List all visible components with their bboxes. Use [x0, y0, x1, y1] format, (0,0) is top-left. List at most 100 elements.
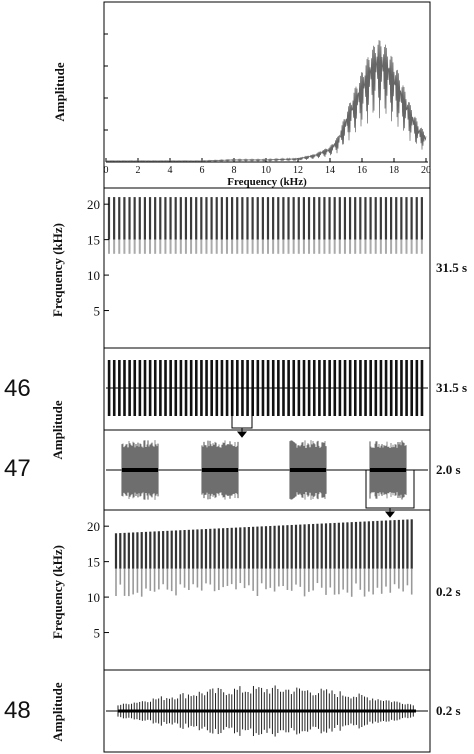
oscillogram-1-pulse	[405, 360, 408, 416]
oscillogram-1-pulse	[364, 360, 367, 416]
spectrogram-1-plot	[107, 197, 423, 254]
oscillogram-1-pulse	[328, 360, 331, 416]
oscillogram-1-pulse	[194, 360, 198, 416]
oscillogram-1-pulse	[287, 360, 290, 416]
spectrogram-1-yticks: 20 15 10 5	[87, 197, 109, 319]
oscillogram-2-plot	[121, 440, 407, 500]
spectrogram-1-ytick-label: 10	[87, 268, 100, 283]
oscillogram-1-pulse	[138, 360, 142, 416]
oscillogram-1-pulse	[256, 360, 260, 416]
spectrogram-2-ytick-label: 20	[87, 519, 100, 534]
oscillogram-1-pulse	[159, 360, 162, 416]
oscillogram-1-pulse	[184, 360, 188, 416]
oscillogram-1-pulse	[200, 360, 203, 416]
oscillogram-1-pulse	[169, 360, 172, 416]
figure-label-48: 48	[4, 697, 31, 724]
spectrum-plot: 0 2 4 6 8 10 12 14 16 18 20	[104, 33, 431, 176]
zoom-arrow-2	[384, 508, 396, 518]
spectrum-xtick-label: 18	[389, 165, 399, 176]
spectrum-xtick-label: 16	[357, 165, 367, 176]
oscillogram-1-pulse	[189, 360, 193, 416]
spectrogram-2-plot	[114, 519, 413, 597]
oscillogram-1-pulse	[359, 360, 362, 416]
oscillogram-1-pulse	[251, 360, 255, 416]
oscillogram-1-pulse	[107, 360, 111, 416]
oscillogram-1-pulse	[297, 360, 301, 416]
oscillogram-1-pulse	[384, 360, 388, 416]
oscillogram-1-pulse	[292, 360, 296, 416]
oscillogram-1-pulse	[123, 360, 126, 416]
oscillogram-1-pulse	[266, 360, 270, 416]
spectrum-xtick-label: 8	[232, 165, 237, 176]
spectrogram-1-duration: 31.5 s	[436, 260, 467, 275]
oscillogram-1-pulse	[410, 360, 414, 416]
spectrogram-2-ylabel: Frequency (kHz)	[50, 545, 65, 639]
spectrogram-1-ylabel: Frequency (kHz)	[50, 223, 65, 317]
oscillogram-1-pulse	[174, 360, 178, 416]
oscillogram-1-pulse	[369, 360, 372, 416]
spectrogram-2-duration: 0.2 s	[436, 584, 461, 599]
oscillogram-1-pulse	[277, 360, 280, 416]
oscillogram-1-pulse	[225, 360, 229, 416]
spectrogram-1-ytick-label: 20	[87, 197, 100, 212]
figure-label-46: 46	[4, 375, 31, 402]
spectrum-xtick-label: 6	[200, 165, 205, 176]
oscillogram-1-pulse	[179, 360, 183, 416]
oscillogram-1-pulse	[389, 360, 393, 416]
oscillogram-1-pulse	[400, 360, 403, 416]
spectrogram-1-ytick-label: 15	[87, 233, 100, 248]
oscillogram-2-burst	[121, 440, 159, 500]
oscillogram-1-pulse	[261, 360, 265, 416]
oscillogram-2-burst	[289, 440, 327, 500]
spectrum-xtick-label: 12	[293, 165, 303, 176]
spectrum-series-line	[105, 40, 427, 163]
oscillogram-1-pulse	[323, 360, 326, 416]
spectrum-ylabel: Amplitude	[52, 62, 67, 121]
oscillogram-1-pulse	[148, 360, 152, 416]
oscillogram-2-duration: 2.0 s	[436, 462, 461, 477]
spectrogram-2-ytick-label: 5	[94, 626, 101, 641]
oscillogram-1-plot	[107, 360, 424, 416]
spectrum-xtick-label: 10	[261, 165, 271, 176]
oscillogram-1-pulse	[153, 360, 157, 416]
oscillogram-1-pulse	[415, 360, 419, 416]
oscillogram-3-duration: 0.2 s	[436, 703, 461, 718]
oscillogram-1-pulse	[343, 360, 347, 416]
oscillogram-1-pulse	[215, 360, 219, 416]
oscillogram-1-pulse	[318, 360, 321, 416]
spectrum-xtick-label: 0	[104, 165, 109, 176]
spectrogram-2-yticks: 20 15 10 5	[87, 519, 109, 641]
oscillogram-1-pulse	[271, 360, 275, 416]
spectrum-xtick-label: 20	[421, 165, 431, 176]
oscillogram-1-pulse	[112, 360, 116, 416]
oscillogram-3-plot	[117, 685, 416, 737]
oscillogram-1-pulse	[143, 360, 147, 416]
oscillogram-1-pulse	[302, 360, 306, 416]
spectrum-xtick-label: 4	[168, 165, 173, 176]
oscillogram-1-pulse	[118, 360, 121, 416]
oscillogram-1-pulse	[220, 360, 224, 416]
oscillogram-1-pulse	[164, 360, 167, 416]
spectrogram-2-ytick-label: 10	[87, 590, 100, 605]
oscillogram-1-pulse	[312, 360, 316, 416]
oscillogram-1-pulse	[128, 360, 131, 416]
spectrum-yticks	[104, 33, 108, 131]
oscillogram-1-duration: 31.5 s	[436, 380, 467, 395]
figure-label-47: 47	[4, 455, 31, 482]
oscillogram-3-frame	[103, 669, 431, 753]
oscillogram-1-pulse	[205, 360, 208, 416]
oscillogram-1-pulse	[133, 360, 137, 416]
zoom-arrow-1	[236, 428, 248, 438]
spectrogram-1-ytick-label: 5	[94, 304, 101, 319]
oscillogram-3-ylabel: Amplitude	[50, 682, 65, 741]
oscillogram-ylabel: Amplitude	[50, 400, 65, 459]
spectrum-xtick-label: 2	[136, 165, 141, 176]
oscillogram-1-pulse	[210, 360, 213, 416]
oscillogram-1-pulse	[348, 360, 352, 416]
spectrogram-2-ytick-label: 15	[87, 555, 100, 570]
oscillogram-1-pulse	[307, 360, 311, 416]
oscillogram-1-pulse	[353, 360, 357, 416]
spectrum-xticks: 0 2 4 6 8 10 12 14 16 18 20	[104, 158, 431, 176]
oscillogram-1-pulse	[338, 360, 342, 416]
